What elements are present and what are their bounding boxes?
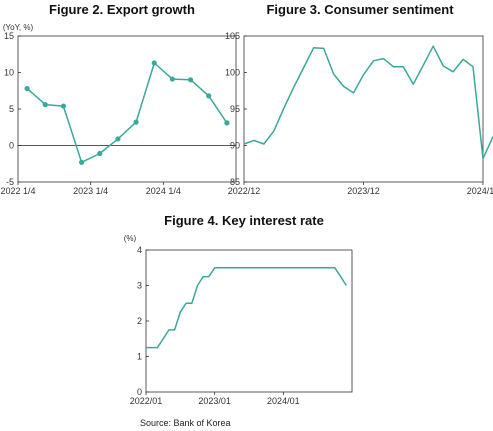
fig2-chart: Figure 2. Export growth (YoY, %) -5 0 5 10 15 2… <box>0 2 237 196</box>
fig4-title: Figure 4. Key interest rate <box>164 213 324 228</box>
fig4-series-line <box>146 267 347 349</box>
fig4-ytick-label: 0 <box>137 387 142 397</box>
fig2-ytick-label: 0 <box>9 141 14 151</box>
fig4-ytick-label: 2 <box>137 316 142 326</box>
fig4-ytick-label: 3 <box>137 281 142 291</box>
fig4-unit-label: (%) <box>124 234 137 243</box>
fig3-chart: Figure 3. Consumer sentiment 85 90 95 100 105… <box>225 2 493 196</box>
fig2-title: Figure 2. Export growth <box>49 2 195 17</box>
fig3-xtick-label: 2024/12 <box>467 186 493 196</box>
fig4-xtick-label: 2024/01 <box>267 396 300 406</box>
source-note: Source: Bank of Korea <box>140 418 231 428</box>
fig4-ytick-label: 4 <box>137 245 142 255</box>
fig3-ytick-label: 95 <box>230 104 240 114</box>
fig2-data-point <box>224 120 230 126</box>
fig2-xtick-label: 2023 1/4 <box>73 186 108 196</box>
fig4-chart: Figure 4. Key interest rate (%) 0 1 2 3 4 2022/… <box>124 213 353 406</box>
fig2-series-line <box>26 62 228 164</box>
fig2-data-point <box>169 76 176 82</box>
fig2-data-point <box>60 103 67 109</box>
fig2-data-point <box>206 93 212 99</box>
fig3-ytick-label: 85 <box>230 177 240 187</box>
fig2-unit-label: (YoY, %) <box>3 23 34 32</box>
fig2-data-point <box>187 77 194 83</box>
fig2-data-point <box>151 60 157 66</box>
fig2-data-point <box>42 102 48 108</box>
fig2-data-point <box>78 159 85 165</box>
fig3-xtick-label: 2022/12 <box>228 186 261 196</box>
fig4-ytick-label: 1 <box>137 352 142 362</box>
fig2-data-point <box>97 150 103 157</box>
fig2-xtick-label: 2024 1/4 <box>146 186 181 196</box>
fig2-ytick-label: 15 <box>4 31 14 41</box>
fig2-data-point <box>115 136 121 142</box>
fig3-ytick-label: 105 <box>225 31 240 41</box>
fig3-ytick-label: 100 <box>225 68 240 78</box>
fig2-data-point <box>133 119 139 125</box>
fig2-ytick-label: -5 <box>6 177 14 187</box>
fig4-xtick-label: 2022/01 <box>130 396 163 406</box>
fig3-plot-frame <box>243 35 484 183</box>
fig2-ytick-label: 10 <box>4 68 14 78</box>
fig3-xtick-label: 2023/12 <box>347 186 380 196</box>
fig3-ytick-label: 90 <box>230 141 240 151</box>
fig2-xtick-label: 2022 1/4 <box>0 186 35 196</box>
fig4-xtick-label: 2023/01 <box>198 396 231 406</box>
fig2-plot-frame <box>17 35 237 183</box>
fig3-series-line <box>243 45 493 160</box>
fig2-data-point <box>24 85 30 92</box>
fig2-ytick-label: 5 <box>9 104 14 114</box>
fig3-title: Figure 3. Consumer sentiment <box>266 2 454 17</box>
